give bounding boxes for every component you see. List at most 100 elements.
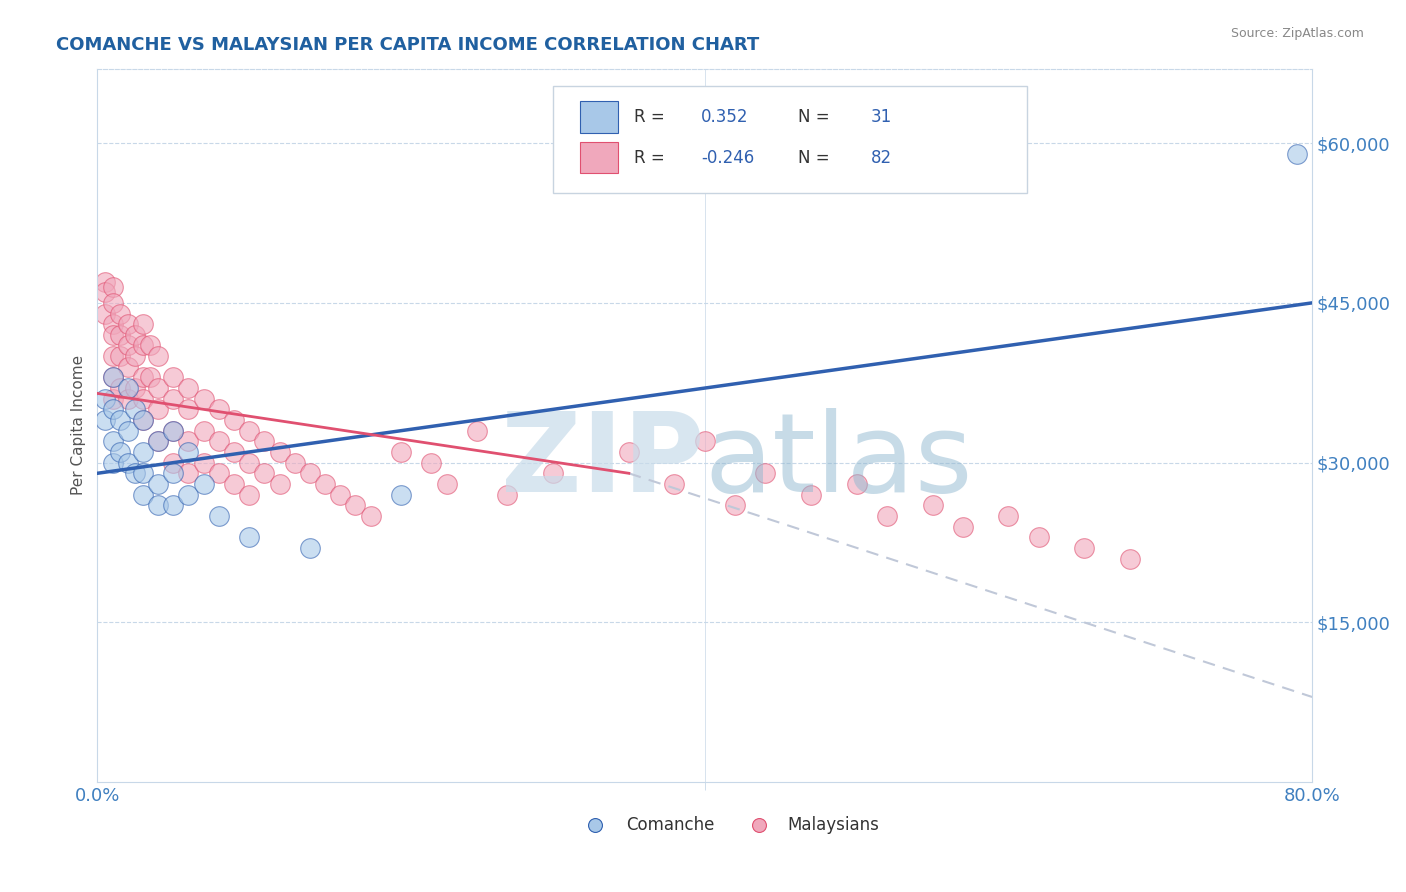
- Point: [222, 413, 245, 427]
- Text: R =: R =: [634, 108, 671, 126]
- Point: [108, 381, 131, 395]
- Text: N =: N =: [799, 108, 835, 126]
- Text: Source: ZipAtlas.com: Source: ZipAtlas.com: [1230, 27, 1364, 40]
- Point: [208, 434, 231, 449]
- Text: -0.246: -0.246: [702, 149, 755, 167]
- Point: [132, 370, 155, 384]
- Point: [162, 370, 184, 384]
- Point: [284, 456, 307, 470]
- Point: [94, 306, 117, 320]
- Point: [208, 402, 231, 417]
- Point: [208, 467, 231, 481]
- Point: [108, 306, 131, 320]
- Point: [94, 392, 117, 406]
- Point: [724, 498, 747, 512]
- Point: [117, 392, 139, 406]
- Point: [876, 508, 898, 523]
- Point: [108, 327, 131, 342]
- Text: 82: 82: [872, 149, 893, 167]
- Point: [269, 445, 291, 459]
- Point: [101, 434, 124, 449]
- Point: [146, 402, 169, 417]
- Point: [541, 467, 564, 481]
- Point: [94, 275, 117, 289]
- Point: [1285, 146, 1308, 161]
- Text: Comanche: Comanche: [626, 816, 714, 834]
- Point: [108, 445, 131, 459]
- Point: [436, 477, 458, 491]
- Point: [132, 317, 155, 331]
- Point: [162, 467, 184, 481]
- Text: 31: 31: [872, 108, 893, 126]
- Point: [132, 467, 155, 481]
- Point: [360, 508, 382, 523]
- Point: [139, 370, 162, 384]
- Point: [997, 508, 1019, 523]
- Point: [1119, 551, 1142, 566]
- Point: [664, 477, 686, 491]
- Point: [269, 477, 291, 491]
- Point: [94, 413, 117, 427]
- Point: [238, 456, 260, 470]
- Point: [800, 487, 823, 501]
- Point: [146, 477, 169, 491]
- Point: [177, 434, 200, 449]
- Point: [101, 280, 124, 294]
- Point: [117, 317, 139, 331]
- FancyBboxPatch shape: [579, 102, 619, 133]
- Point: [222, 445, 245, 459]
- Point: [617, 445, 640, 459]
- Point: [132, 413, 155, 427]
- Point: [117, 381, 139, 395]
- Point: [162, 424, 184, 438]
- FancyBboxPatch shape: [553, 87, 1026, 194]
- Point: [238, 530, 260, 544]
- Point: [117, 456, 139, 470]
- Point: [146, 498, 169, 512]
- Point: [132, 338, 155, 352]
- Point: [162, 392, 184, 406]
- Point: [177, 487, 200, 501]
- Point: [1073, 541, 1095, 555]
- Point: [146, 434, 169, 449]
- Point: [177, 467, 200, 481]
- Point: [465, 424, 488, 438]
- Point: [146, 434, 169, 449]
- Point: [132, 413, 155, 427]
- Point: [108, 413, 131, 427]
- Point: [193, 392, 215, 406]
- Point: [238, 487, 260, 501]
- Point: [124, 402, 146, 417]
- Point: [101, 317, 124, 331]
- Point: [193, 477, 215, 491]
- Point: [177, 445, 200, 459]
- Point: [101, 349, 124, 363]
- Point: [298, 541, 321, 555]
- Point: [132, 487, 155, 501]
- Point: [124, 349, 146, 363]
- Point: [344, 498, 367, 512]
- Point: [845, 477, 868, 491]
- Point: [693, 434, 716, 449]
- Point: [132, 445, 155, 459]
- Text: 0.352: 0.352: [702, 108, 748, 126]
- Point: [193, 456, 215, 470]
- Text: N =: N =: [799, 149, 835, 167]
- Text: R =: R =: [634, 149, 671, 167]
- Point: [124, 327, 146, 342]
- Point: [101, 402, 124, 417]
- Point: [496, 487, 519, 501]
- Point: [94, 285, 117, 300]
- Y-axis label: Per Capita Income: Per Capita Income: [72, 355, 86, 495]
- Point: [117, 338, 139, 352]
- Point: [117, 359, 139, 374]
- Point: [238, 424, 260, 438]
- Point: [177, 402, 200, 417]
- Point: [329, 487, 352, 501]
- Point: [124, 381, 146, 395]
- Point: [314, 477, 336, 491]
- Point: [146, 349, 169, 363]
- Point: [162, 498, 184, 512]
- Point: [754, 467, 776, 481]
- Point: [101, 456, 124, 470]
